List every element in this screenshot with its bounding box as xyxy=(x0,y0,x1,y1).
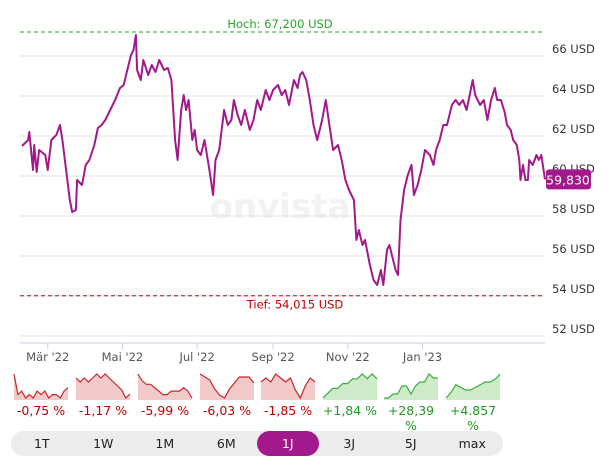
y-tick-label: 64 USD xyxy=(552,82,595,96)
x-tick-label: Jan '23 xyxy=(402,350,442,364)
range-button-6M[interactable]: 6M xyxy=(216,436,236,451)
sparkline-3J xyxy=(322,373,378,399)
y-tick-label: 54 USD xyxy=(552,282,595,296)
low-label: Tief: 54,015 USD xyxy=(246,298,344,312)
x-tick-label: Nov '22 xyxy=(326,350,370,364)
sparkline-area-5J xyxy=(384,374,438,400)
y-tick-label: 62 USD xyxy=(552,122,595,136)
change-label-1W: -1,17 % xyxy=(78,403,128,418)
range-button-1J[interactable]: 1J xyxy=(257,431,319,456)
last-price-label: 59,830 xyxy=(546,172,590,187)
watermark-logo: onvista xyxy=(210,187,351,227)
range-button-1W[interactable]: 1W xyxy=(93,436,114,451)
y-tick-label: 52 USD xyxy=(552,322,595,336)
y-tick-label: 58 USD xyxy=(552,202,595,216)
range-button-max[interactable]: max xyxy=(458,436,486,451)
sparkline-6M xyxy=(199,373,255,399)
y-tick-label: 56 USD xyxy=(552,242,595,256)
change-label-1M: -5,99 % xyxy=(140,403,190,418)
sparkline-area-3J xyxy=(323,374,377,400)
change-label-5J: +28,39 % xyxy=(387,403,435,433)
range-button-5J[interactable]: 5J xyxy=(404,436,417,451)
x-tick-label: Sep '22 xyxy=(252,350,295,364)
y-tick-label: 66 USD xyxy=(552,42,595,56)
range-selector: 1T 1W 1M 6M 1J 3J 5J max xyxy=(11,431,503,456)
change-label-1J: -1,85 % xyxy=(263,403,313,418)
sparkline-area-1W xyxy=(76,374,130,400)
change-label-3J: +1,84 % xyxy=(322,403,378,418)
range-button-1M[interactable]: 1M xyxy=(155,436,175,451)
change-label-max: +4.857 % xyxy=(449,403,497,433)
sparkline-area-1J xyxy=(261,374,315,400)
x-tick-label: Mai '22 xyxy=(102,350,144,364)
sparkline-1W xyxy=(75,373,131,399)
sparkline-area-max xyxy=(446,374,500,400)
sparkline-area-1T xyxy=(14,374,68,400)
sparkline-1J xyxy=(260,373,316,400)
high-label: Hoch: 67,200 USD xyxy=(227,17,332,31)
x-tick-label: Jul '22 xyxy=(178,350,214,364)
range-button-3J[interactable]: 3J xyxy=(343,436,356,451)
sparkline-5J xyxy=(384,373,438,399)
sparkline-1M xyxy=(137,373,193,399)
sparkline-1T xyxy=(13,373,69,399)
change-label-6M: -6,03 % xyxy=(202,403,252,418)
last-price-badge xyxy=(546,169,591,190)
x-tick-label: Mär '22 xyxy=(26,350,69,364)
sparkline-max xyxy=(445,373,501,399)
range-button-1T[interactable]: 1T xyxy=(33,436,50,451)
change-label-1T: -0,75 % xyxy=(16,403,66,418)
sparkline-area-6M xyxy=(200,374,254,400)
price-line xyxy=(21,34,546,286)
sparkline-area-1M xyxy=(138,374,192,400)
